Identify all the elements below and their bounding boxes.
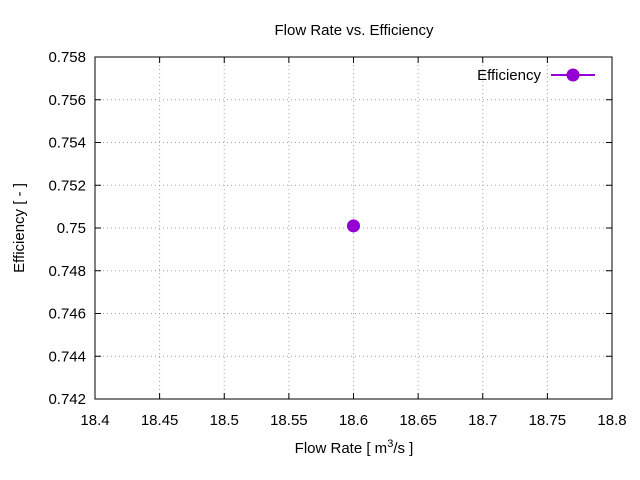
y-tick-label: 0.742 xyxy=(48,391,86,408)
x-tick-label: 18.45 xyxy=(141,412,179,429)
legend-marker-sample xyxy=(566,68,580,82)
y-tick-label: 0.756 xyxy=(48,92,86,109)
x-tick-label: 18.7 xyxy=(468,412,497,429)
chart-title: Flow Rate vs. Efficiency xyxy=(275,22,434,39)
data-series xyxy=(347,219,360,233)
x-tick-label: 18.6 xyxy=(339,412,368,429)
legend-label: Efficiency xyxy=(477,67,541,84)
y-tick-label: 0.758 xyxy=(48,49,86,66)
x-axis-label: Flow Rate [ m3/s ] xyxy=(295,438,414,457)
x-tick-label: 18.65 xyxy=(399,412,437,429)
grid xyxy=(95,57,612,399)
y-axis: 0.742 0.744 0.746 0.748 0.75 0.752 0.754 0.756 0… xyxy=(48,49,612,408)
x-tick-label: 18.5 xyxy=(210,412,239,429)
legend: Efficiency xyxy=(477,67,595,84)
y-tick-label: 0.75 xyxy=(57,220,86,237)
x-tick-label: 18.55 xyxy=(270,412,308,429)
x-tick-label: 18.75 xyxy=(529,412,567,429)
x-axis: 18.4 18.45 18.5 18.55 18.6 18.65 18.7 18.75 18.8 xyxy=(80,57,627,429)
y-tick-label: 0.744 xyxy=(48,348,86,365)
y-tick-label: 0.752 xyxy=(48,177,86,194)
y-tick-label: 0.748 xyxy=(48,263,86,280)
y-tick-label: 0.746 xyxy=(48,306,86,323)
y-tick-label: 0.754 xyxy=(48,135,86,152)
x-tick-label: 18.8 xyxy=(597,412,626,429)
data-point xyxy=(347,219,360,233)
y-axis-label: Efficiency [ - ] xyxy=(11,183,28,273)
x-tick-label: 18.4 xyxy=(80,412,109,429)
